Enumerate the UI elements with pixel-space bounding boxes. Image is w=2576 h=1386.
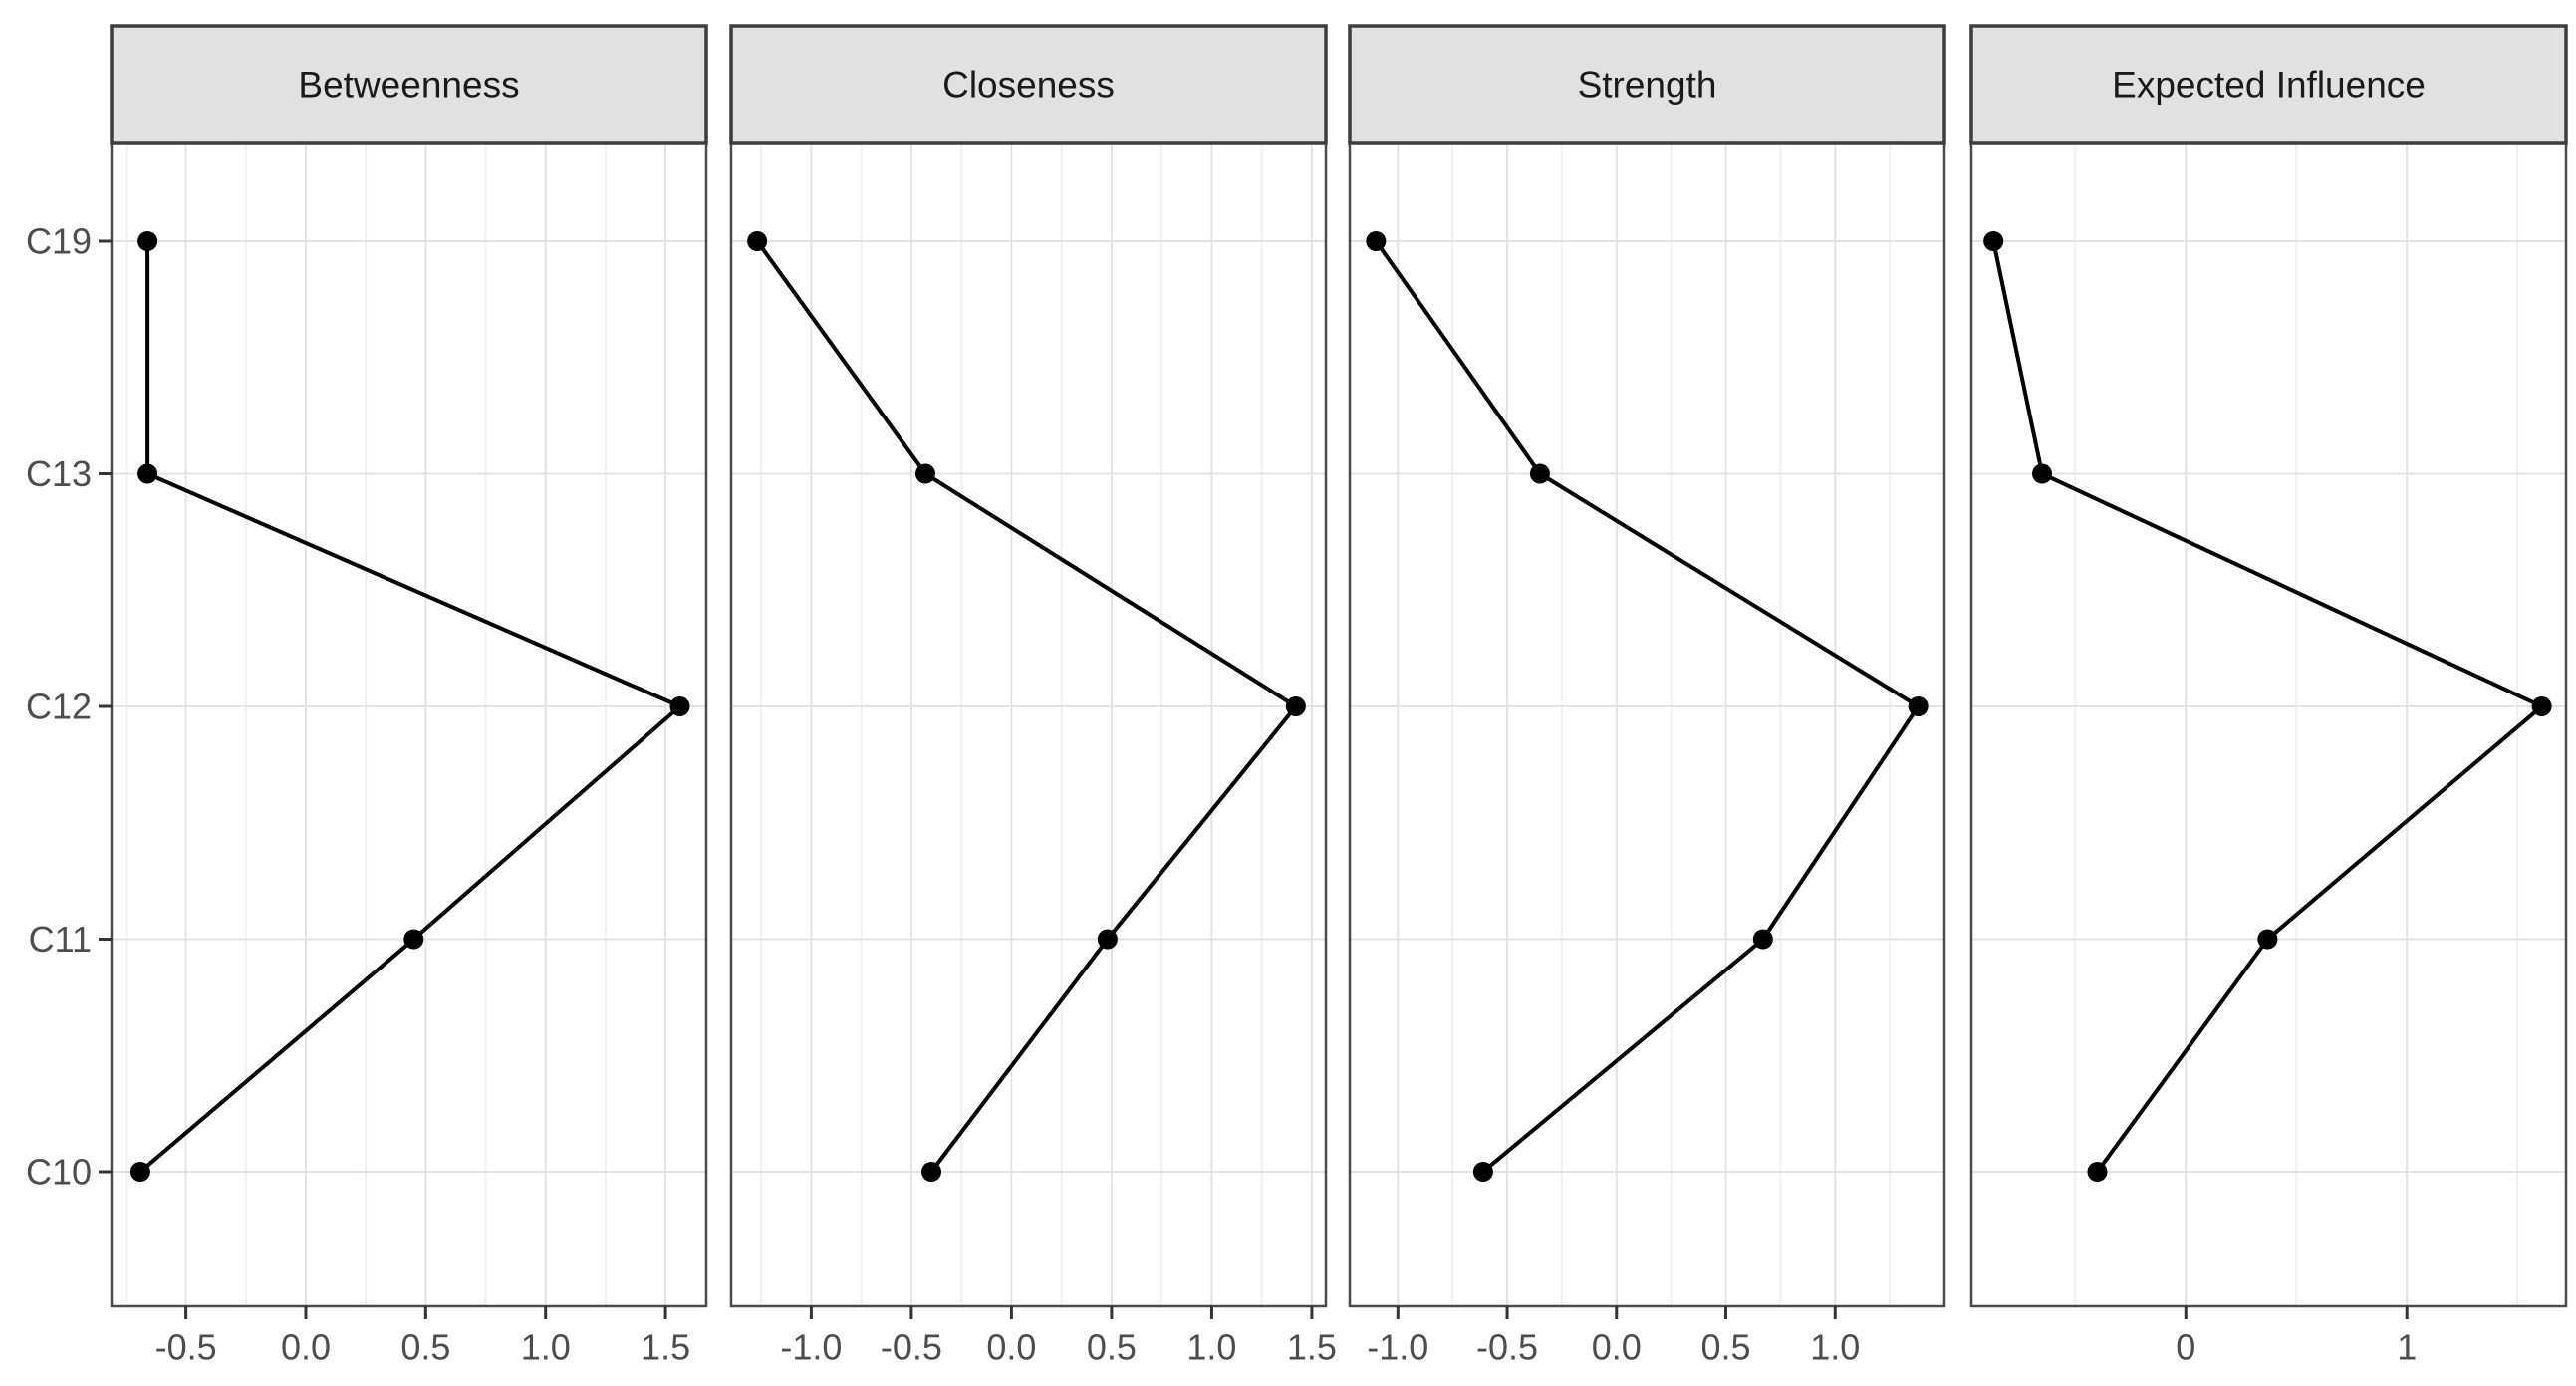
x-tick-label: 1.5 <box>641 1327 690 1368</box>
x-tick-label: 1.0 <box>1810 1327 1860 1368</box>
x-tick-label: 0.5 <box>1700 1327 1750 1368</box>
x-tick-label: -0.5 <box>881 1327 942 1368</box>
data-point-c12-expected-influence <box>2531 696 2552 716</box>
data-point-c12-betweenness <box>669 696 690 716</box>
facet-strip <box>1969 24 2568 145</box>
data-point-c10-betweenness <box>129 1162 150 1182</box>
data-point-c11-closeness <box>1097 929 1118 950</box>
facet-betweenness: Betweenness -0.5 0.0 0.5 1.0 1.5 <box>110 24 708 1368</box>
data-point-c19-betweenness <box>137 231 158 251</box>
data-point-c13-betweenness <box>137 463 158 484</box>
facet-strip-title: Strength <box>1578 65 1717 106</box>
x-tick-label: 0.0 <box>281 1327 331 1368</box>
data-point-c19-expected-influence <box>1983 231 2004 251</box>
y-axis-label-c10: C10 <box>26 1152 92 1193</box>
facet-expected-influence: Expected Influence 0 1 <box>1969 24 2568 1368</box>
data-point-c13-expected-influence <box>2032 463 2053 484</box>
x-tick-label: 1 <box>2397 1327 2417 1368</box>
data-point-c11-strength <box>1752 929 1773 950</box>
x-tick-label: -0.5 <box>1476 1327 1538 1368</box>
x-tick-label: 1.0 <box>1186 1327 1236 1368</box>
facet-strip <box>729 24 1328 145</box>
x-tick-label: 0.5 <box>400 1327 450 1368</box>
facet-strength: Strength -1.0 -0.5 0.0 0.5 1.0 <box>1348 24 1946 1368</box>
x-tick-label: -1.0 <box>1367 1327 1428 1368</box>
panel-background <box>112 143 706 1306</box>
panel-background <box>731 143 1326 1306</box>
data-point-c10-strength <box>1472 1162 1493 1182</box>
x-tick-label: 0.0 <box>1592 1327 1642 1368</box>
facet-strip-title: Expected Influence <box>2112 65 2426 106</box>
y-axis-label-c19: C19 <box>26 221 92 262</box>
data-point-c10-closeness <box>921 1162 942 1182</box>
facet-strip <box>1348 24 1946 145</box>
data-point-c13-closeness <box>914 463 935 484</box>
data-point-c19-strength <box>1366 231 1387 251</box>
x-tick-label: -1.0 <box>780 1327 842 1368</box>
facet-strip <box>110 24 708 145</box>
facet-closeness: Closeness -1.0 -0.5 0.0 0.5 1.0 1.5 <box>729 24 1337 1368</box>
data-point-c19-closeness <box>747 231 768 251</box>
x-tick-label: 0.0 <box>986 1327 1036 1368</box>
y-axis-label-c12: C12 <box>26 687 92 727</box>
data-point-c10-expected-influence <box>2087 1162 2108 1182</box>
x-tick-label: -0.5 <box>155 1327 217 1368</box>
panel-background <box>1350 143 1944 1306</box>
data-point-c13-strength <box>1529 463 1550 484</box>
data-point-c11-betweenness <box>403 929 424 950</box>
x-tick-label: 0.5 <box>1087 1327 1137 1368</box>
x-tick-label: 1.0 <box>521 1327 571 1368</box>
x-tick-label: 1.5 <box>1287 1327 1337 1368</box>
panel-background <box>1971 143 2566 1306</box>
y-axis-label-c13: C13 <box>26 453 92 494</box>
x-tick-label: 0 <box>2176 1327 2195 1368</box>
data-point-c12-strength <box>1908 696 1929 716</box>
data-point-c12-closeness <box>1285 696 1306 716</box>
facet-strip-title: Closeness <box>942 65 1115 106</box>
y-axis-label-c11: C11 <box>29 919 92 960</box>
data-point-c11-expected-influence <box>2257 929 2278 950</box>
facet-strip-title: Betweenness <box>298 65 519 106</box>
